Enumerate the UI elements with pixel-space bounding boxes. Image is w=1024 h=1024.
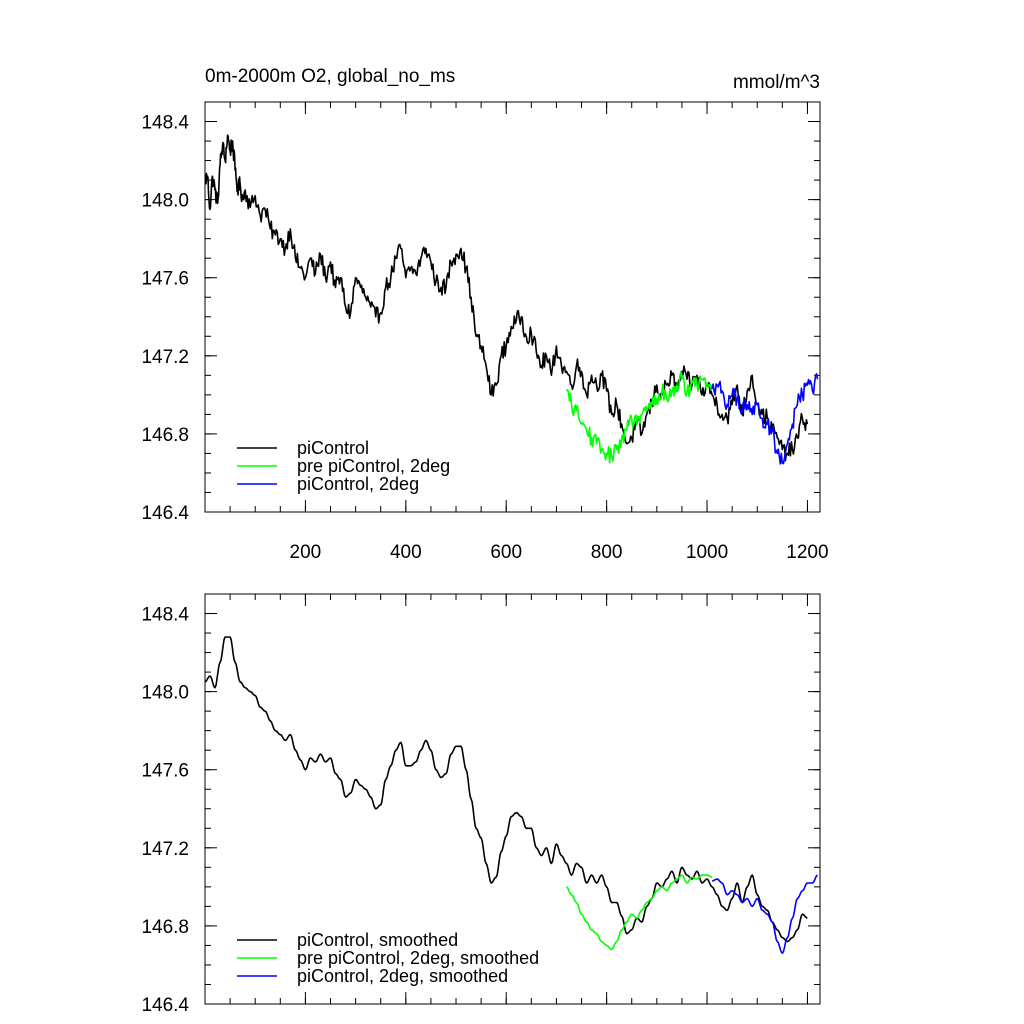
y-tick-label: 146.8 bbox=[141, 425, 189, 446]
y-tick-label: 146.4 bbox=[141, 995, 189, 1016]
x-tick-label: 800 bbox=[591, 542, 623, 563]
y-tick-label: 147.6 bbox=[141, 269, 189, 290]
y-tick-label: 147.2 bbox=[141, 347, 189, 368]
series-line bbox=[711, 874, 818, 954]
series-line bbox=[205, 134, 809, 462]
series-group bbox=[205, 636, 818, 954]
y-tick-label: 146.8 bbox=[141, 917, 189, 938]
x-tick-label: 600 bbox=[490, 542, 522, 563]
legend-label: pre piControl, 2deg, smoothed bbox=[297, 948, 539, 968]
legend-label: piControl, 2deg, smoothed bbox=[297, 966, 508, 986]
x-tick-label: 400 bbox=[390, 542, 422, 563]
x-tick-label: 1000 bbox=[686, 542, 728, 563]
legend-label: piControl, 2deg bbox=[297, 474, 419, 494]
series-line bbox=[711, 373, 819, 465]
y-tick-label: 147.2 bbox=[141, 839, 189, 860]
series-line bbox=[566, 874, 713, 951]
chart-title-left: 0m-2000m O2, global_no_ms bbox=[205, 66, 455, 87]
plot-frame bbox=[204, 101, 821, 513]
x-tick-label: 200 bbox=[290, 542, 322, 563]
chart-title-right: mmol/m^3 bbox=[733, 72, 820, 93]
y-tick-label: 146.4 bbox=[141, 503, 189, 524]
top-panel: 146.4 146.8 147.2 147.6 148.0 148.4 200 400 600 8… bbox=[141, 101, 829, 563]
series-line bbox=[565, 370, 713, 464]
series-line bbox=[205, 636, 808, 943]
plot-frame bbox=[204, 593, 821, 1005]
y-tick-label: 148.4 bbox=[141, 605, 189, 626]
y-tick-label: 148.4 bbox=[141, 113, 189, 134]
y-tick-label: 147.6 bbox=[141, 761, 189, 782]
y-tick-label: 148.0 bbox=[141, 191, 189, 212]
bottom-panel: 146.4 146.8 147.2 147.6 148.0 148.4 piControl,… bbox=[141, 593, 821, 1016]
legend-label: piControl, smoothed bbox=[297, 930, 458, 950]
legend-label: piControl bbox=[297, 438, 369, 458]
legend-label: pre piControl, 2deg bbox=[297, 456, 450, 476]
x-tick-label: 1200 bbox=[786, 542, 828, 563]
y-tick-label: 148.0 bbox=[141, 683, 189, 704]
series-group bbox=[205, 134, 819, 465]
